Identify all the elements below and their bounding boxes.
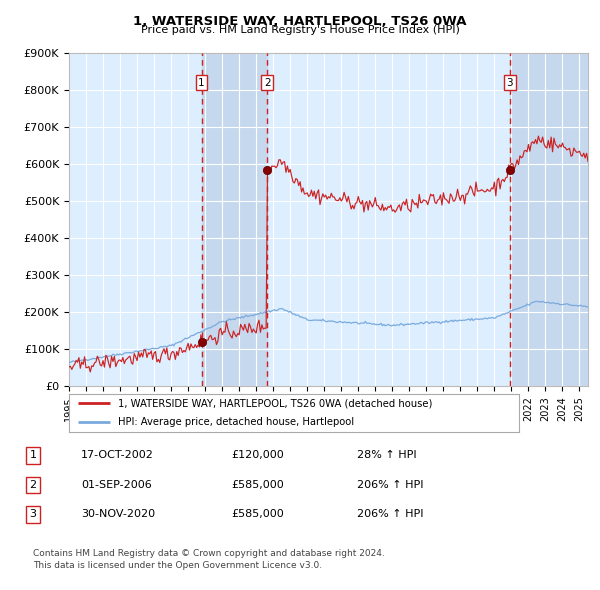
Text: £585,000: £585,000 [231,510,284,519]
Text: Contains HM Land Registry data © Crown copyright and database right 2024.: Contains HM Land Registry data © Crown c… [33,549,385,558]
Text: 17-OCT-2002: 17-OCT-2002 [81,451,154,460]
Text: 1: 1 [29,451,37,460]
Bar [510,53,588,386]
Text: 1: 1 [198,78,205,88]
Text: This data is licensed under the Open Government Licence v3.0.: This data is licensed under the Open Gov… [33,560,322,570]
Text: Price paid vs. HM Land Registry's House Price Index (HPI): Price paid vs. HM Land Registry's House … [140,25,460,35]
Text: 1, WATERSIDE WAY, HARTLEPOOL, TS26 0WA (detached house): 1, WATERSIDE WAY, HARTLEPOOL, TS26 0WA (… [119,398,433,408]
Text: 28% ↑ HPI: 28% ↑ HPI [357,451,416,460]
Text: 206% ↑ HPI: 206% ↑ HPI [357,480,424,490]
Bar [202,53,268,386]
Text: £120,000: £120,000 [231,451,284,460]
Text: £585,000: £585,000 [231,480,284,490]
Text: 2: 2 [29,480,37,490]
Text: 3: 3 [29,510,37,519]
Text: 1, WATERSIDE WAY, HARTLEPOOL, TS26 0WA: 1, WATERSIDE WAY, HARTLEPOOL, TS26 0WA [133,15,467,28]
Text: HPI: Average price, detached house, Hartlepool: HPI: Average price, detached house, Hart… [119,417,355,427]
Text: 206% ↑ HPI: 206% ↑ HPI [357,510,424,519]
Text: 01-SEP-2006: 01-SEP-2006 [81,480,152,490]
Text: 3: 3 [506,78,513,88]
Text: 30-NOV-2020: 30-NOV-2020 [81,510,155,519]
Text: 2: 2 [264,78,271,88]
